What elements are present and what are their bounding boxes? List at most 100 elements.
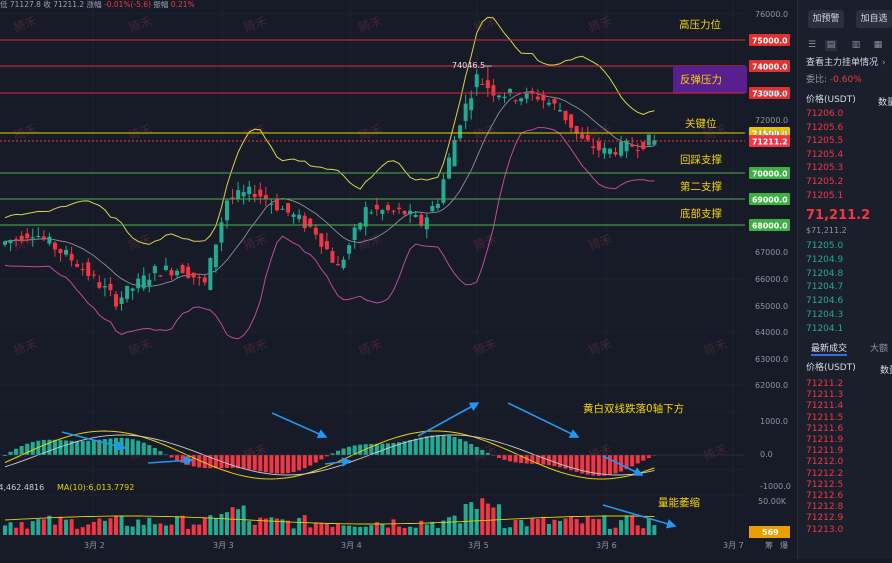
candle-body: [624, 140, 629, 152]
volume-bar: [180, 515, 185, 535]
trade-price-row: 71212.5: [806, 479, 844, 490]
orderbook-sidebar: 加预警 加自选 ☰ ▤ ▥ ▦ 查看主力挂单情况 › 委比: -0.60% 价格…: [797, 0, 892, 559]
volume-bar: [263, 518, 268, 535]
candle-body: [508, 88, 513, 94]
macd-histogram-bar: [452, 437, 457, 455]
macd-histogram-bar: [369, 443, 374, 455]
volume-bar: [441, 520, 446, 535]
volume-ma5-label: MA(5):4,462.4816: [0, 483, 45, 492]
price-axis-label: 64000.0: [755, 328, 788, 337]
watermark-text: 猗禾: [472, 232, 499, 253]
candle-body: [569, 114, 574, 128]
candle-body: [169, 270, 174, 276]
candle-body: [8, 240, 13, 244]
macd-histogram-bar: [463, 441, 468, 455]
watermark-text: 猗禾: [702, 337, 729, 358]
macd-histogram-bar: [52, 439, 57, 455]
macd-histogram-bar: [319, 455, 324, 460]
volume-bar: [324, 523, 329, 535]
macd-histogram-bar: [163, 454, 168, 455]
grid-icon[interactable]: ▦: [873, 40, 883, 50]
orderbook-title[interactable]: 查看主力挂单情况: [806, 58, 879, 68]
level-price-tag: [749, 135, 790, 147]
list-icon[interactable]: ☰: [807, 40, 817, 50]
volume-bar: [535, 519, 540, 535]
macd-histogram-bar: [347, 446, 352, 455]
candle-body: [175, 270, 180, 276]
level-price-text: 75000.0: [752, 37, 788, 46]
trade-price-row: 71211.9: [806, 435, 844, 445]
candle-body: [252, 193, 257, 198]
macd-histogram-bar: [130, 439, 135, 455]
macd-dea-line: [4, 434, 655, 476]
candle-body: [413, 214, 418, 217]
ratio-value: -0.60%: [829, 75, 862, 85]
trend-arrow: [507, 402, 580, 438]
volume-bar: [136, 519, 141, 535]
volume-bar: [391, 519, 396, 535]
trend-arrow: [324, 457, 352, 467]
macd-histogram-bar: [558, 455, 562, 468]
volume-bar: [596, 519, 601, 535]
add-alert-button[interactable]: 加预警: [808, 10, 844, 28]
level-label: 回踩支撑: [680, 153, 722, 166]
watermark-text: 猗禾: [357, 337, 384, 358]
volume-annotation: 量能萎缩: [658, 496, 700, 509]
price-header: 价格(USDT): [806, 95, 856, 105]
watermark-text: 猗禾: [127, 122, 154, 143]
amplitude-label: 振幅: [153, 0, 169, 9]
volume-ma-line: [4, 515, 655, 525]
macd-histogram-bar: [408, 440, 413, 455]
candle-body: [641, 141, 646, 150]
volume-bar: [30, 521, 35, 535]
candle-body: [613, 152, 618, 155]
volume-bar: [19, 522, 24, 535]
candle-body: [69, 253, 74, 261]
chart-area[interactable]: 猗禾 猗禾 猗禾 猗禾 猗禾 猗禾 猗禾 猗禾 猗禾 猗禾 猗禾 猗禾 猗禾 猗禾 猗禾 猗禾 猗禾 猗禾 猗禾 猗禾…: [0, 0, 797, 559]
macd-histogram-bar: [58, 440, 63, 455]
tab-latest-trades[interactable]: 最新成交: [811, 344, 848, 354]
volume-axis-label: 50.00K: [758, 497, 787, 506]
level-price-text: 74000.0: [752, 63, 788, 72]
candle-body: [352, 227, 357, 240]
volume-bar: [247, 521, 252, 535]
candle-body: [502, 96, 507, 99]
trade-price-row: 71212.9: [806, 513, 844, 524]
macd-histogram-bar: [280, 455, 285, 474]
candle-body: [391, 210, 396, 212]
low-value: 71127.8: [9, 0, 41, 9]
date-axis-label: 3月 4: [341, 541, 362, 550]
volume-bar: [380, 524, 385, 535]
bar-chart-icon[interactable]: ▥: [851, 40, 861, 50]
macd-histogram-bar: [30, 441, 35, 455]
candle-body: [646, 134, 651, 146]
macd-axis-label: 0.0: [760, 450, 773, 459]
tab-large-trades[interactable]: 大额: [870, 344, 889, 354]
candle-body: [519, 98, 524, 102]
volume-bar: [86, 524, 91, 535]
chart-icon[interactable]: ▤: [825, 40, 837, 51]
macd-histogram-bar: [308, 455, 313, 466]
candle-body: [197, 276, 202, 278]
candle-body: [524, 91, 529, 99]
chevron-right-icon[interactable]: ›: [882, 58, 886, 68]
candle-body: [602, 147, 607, 154]
candle-body: [463, 103, 468, 121]
volume-bar: [291, 528, 296, 535]
trade-price-row: 71212.8: [806, 502, 844, 513]
macd-histogram-bar: [485, 452, 490, 455]
volume-bar: [552, 519, 557, 535]
volume-bar: [424, 524, 429, 535]
candle-body: [247, 186, 252, 195]
candle-body: [447, 157, 451, 179]
candle-body: [430, 205, 435, 212]
candle-body: [163, 265, 168, 271]
add-favorite-button[interactable]: 加自选: [856, 10, 892, 28]
candle-body: [469, 98, 474, 111]
macd-histogram-bar: [302, 455, 307, 469]
volume-bar: [225, 512, 229, 535]
watermark-text: 猗禾: [357, 122, 384, 143]
candle-body: [186, 266, 191, 278]
macd-histogram-bar: [569, 455, 574, 471]
